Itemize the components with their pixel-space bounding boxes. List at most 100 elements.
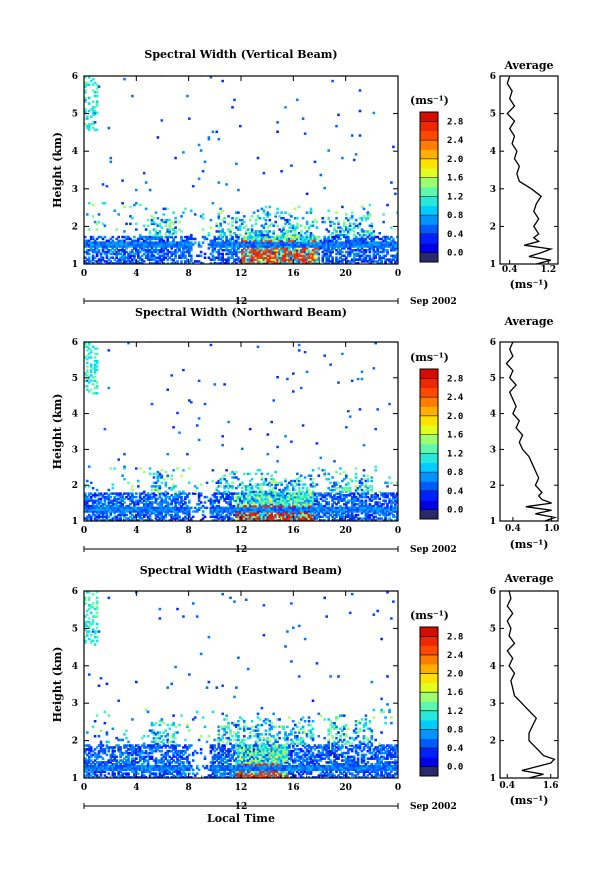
heatmap-cell: [140, 243, 144, 246]
heatmap-cell: [154, 494, 158, 497]
heatmap-cell: [327, 472, 330, 476]
heatmap-cell: [272, 517, 275, 520]
heatmap-cell: [91, 512, 95, 515]
heatmap-cell: [239, 250, 242, 254]
heatmap-cell: [229, 239, 232, 243]
heatmap-cell: [233, 519, 236, 521]
heatmap-cell: [162, 506, 166, 510]
heatmap-cell: [294, 481, 297, 484]
heatmap-cell: [345, 495, 348, 499]
heatmap-cell: [103, 497, 107, 501]
heatmap-cell: [84, 241, 87, 244]
heatmap-cell: [317, 241, 321, 244]
heatmap-cell: [248, 494, 252, 497]
heatmap-cell: [160, 492, 164, 495]
heatmap-cell: [347, 237, 350, 241]
heatmap-cell: [86, 124, 89, 128]
heatmap-cell: [262, 211, 266, 214]
heatmap-cell: [290, 262, 293, 264]
heatmap-cell: [303, 237, 307, 241]
heatmap-cell: [203, 237, 207, 241]
heatmap-cell: [264, 262, 268, 264]
heatmap-cell: [374, 342, 377, 345]
heatmap-cell: [350, 217, 354, 220]
heatmap-cell: [190, 258, 193, 261]
heatmap-cell: [282, 490, 285, 493]
heatmap-cell: [154, 211, 158, 214]
heatmap-cell: [158, 224, 162, 227]
heatmap-cell: [150, 222, 154, 226]
heatmap-cell: [84, 356, 87, 359]
heatmap-cell: [288, 254, 291, 258]
heatmap-cell: [148, 256, 152, 259]
heatmap-cell: [270, 517, 273, 520]
heatmap-cell: [319, 504, 323, 508]
heatmap-cell: [278, 243, 281, 246]
heatmap-cell: [172, 245, 175, 248]
heatmap-cell: [305, 230, 309, 233]
heatmap-cell: [280, 481, 283, 484]
heatmap-cell: [158, 501, 162, 504]
heatmap-cell: [319, 494, 323, 497]
heatmap-cell: [89, 639, 93, 643]
heatmap-cell: [256, 245, 260, 248]
heatmap-cell: [121, 249, 124, 252]
heatmap-cell: [138, 492, 142, 495]
heatmap-cell: [339, 472, 342, 476]
heatmap-cell: [84, 751, 87, 755]
heatmap-cell: [266, 254, 270, 258]
heatmap-cell: [386, 508, 389, 511]
heatmap-cell: [360, 235, 364, 239]
heatmap-cell: [199, 254, 203, 258]
heatmap-cell: [86, 361, 89, 365]
x-tick-label: 20: [339, 526, 352, 536]
heatmap-cell: [270, 504, 273, 508]
heatmap-cell: [156, 512, 160, 515]
heatmap-cell: [250, 488, 254, 492]
heatmap-cell: [180, 254, 183, 258]
heatmap-cell: [396, 513, 398, 517]
heatmap-cell: [158, 232, 162, 235]
heatmap-cell: [360, 243, 364, 246]
heatmap-cell: [87, 76, 91, 79]
heatmap-cell: [221, 256, 224, 259]
heatmap-cell: [284, 211, 287, 214]
heatmap-cell: [286, 487, 289, 490]
heatmap-cell: [266, 262, 270, 264]
heatmap-cell: [87, 617, 91, 620]
heatmap-cell: [162, 213, 166, 216]
heatmap-cell: [113, 249, 116, 252]
heatmap-cell: [164, 235, 168, 239]
heatmap-cell: [205, 495, 209, 499]
heatmap-cell: [260, 232, 264, 235]
heatmap-cell: [354, 476, 358, 479]
heatmap-cell: [89, 749, 93, 753]
heatmap-cell: [160, 226, 164, 229]
heatmap-cell: [297, 250, 301, 254]
heatmap-cell: [84, 624, 87, 628]
heatmap-cell: [137, 239, 140, 243]
heatmap-cell: [142, 503, 146, 506]
heatmap-cell: [266, 497, 270, 501]
heatmap-cell: [89, 770, 93, 773]
heatmap-cell: [311, 235, 315, 239]
heatmap-cell: [254, 243, 258, 246]
heatmap-cell: [309, 260, 313, 263]
heatmap-cell: [364, 245, 368, 248]
heatmap-cell: [146, 495, 150, 499]
heatmap-cell: [262, 519, 266, 521]
heatmap-cell: [127, 237, 130, 241]
heatmap-cell: [227, 215, 230, 218]
heatmap-cell: [252, 499, 256, 502]
heatmap-cell: [86, 774, 89, 777]
heatmap-cell: [176, 260, 179, 263]
heatmap-cell: [97, 235, 101, 239]
heatmap-cell: [91, 345, 95, 348]
heatmap-cell: [264, 213, 268, 216]
heatmap-cell: [288, 243, 291, 246]
heatmap-cell: [305, 495, 309, 499]
heatmap-cell: [254, 222, 258, 226]
heatmap-cell: [131, 508, 134, 511]
heatmap-cell: [294, 217, 297, 220]
heatmap-cell: [374, 243, 377, 246]
